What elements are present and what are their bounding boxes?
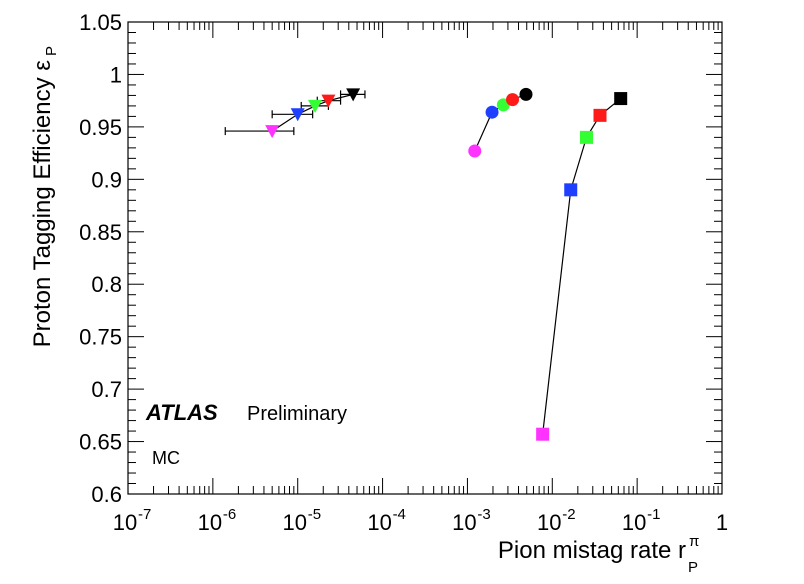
- x-tick-label: 10: [367, 510, 391, 535]
- y-tick-label: 0.8: [91, 272, 122, 297]
- data-point-circle: [468, 144, 482, 158]
- x-tick-label: 10: [537, 510, 561, 535]
- preliminary-label: Preliminary: [247, 403, 347, 425]
- mc-label: MC: [152, 448, 180, 468]
- x-tick-label: 10: [113, 510, 137, 535]
- y-axis-title: Proton Tagging Efficiency ε: [29, 60, 56, 348]
- data-point-square: [564, 183, 578, 197]
- x-tick-exponent: -4: [393, 506, 406, 523]
- x-tick-label: 10: [622, 510, 646, 535]
- data-point-square: [579, 130, 593, 144]
- y-tick-label: 0.95: [79, 115, 122, 140]
- data-point-triangle: [321, 94, 336, 108]
- x-tick-label: 10: [282, 510, 306, 535]
- x-tick-exponent: -1: [647, 506, 660, 523]
- y-tick-label: 0.6: [91, 482, 122, 507]
- x-tick-label: 10: [198, 510, 222, 535]
- data-point-square: [536, 427, 550, 441]
- data-point-triangle: [290, 108, 305, 122]
- data-point-square: [614, 92, 628, 106]
- x-axis-title: Pion mistag rate r: [498, 537, 686, 564]
- y-tick-label: 1.05: [79, 10, 122, 35]
- x-tick-exponent: -3: [477, 506, 490, 523]
- x-tick-exponent: -2: [562, 506, 575, 523]
- y-tick-label: 0.85: [79, 220, 122, 245]
- y-tick-label: 0.65: [79, 430, 122, 455]
- x-tick-exponent: -6: [223, 506, 236, 523]
- x-tick-exponent: -7: [138, 506, 151, 523]
- y-tick-label: 1: [110, 62, 122, 87]
- y-tick-label: 0.7: [91, 377, 122, 402]
- data-point-circle: [506, 93, 520, 107]
- data-point-triangle: [308, 99, 323, 113]
- x-axis-title-sup: π: [689, 533, 699, 550]
- data-point-circle: [519, 87, 533, 101]
- y-tick-label: 0.75: [79, 325, 122, 350]
- data-point-triangle: [265, 125, 280, 139]
- data-point-square: [593, 108, 607, 122]
- data-point-circle: [485, 105, 499, 119]
- y-axis-title-sub: P: [43, 46, 60, 56]
- x-tick-exponent: -5: [308, 506, 321, 523]
- atlas-label: ATLAS: [145, 400, 218, 425]
- x-axis-title-sub: P: [688, 559, 698, 576]
- x-tick-label: 10: [452, 510, 476, 535]
- data-point-triangle: [346, 88, 361, 102]
- y-tick-label: 0.9: [91, 167, 122, 192]
- plot-frame: [127, 21, 723, 495]
- x-tick-label: 1: [716, 510, 728, 535]
